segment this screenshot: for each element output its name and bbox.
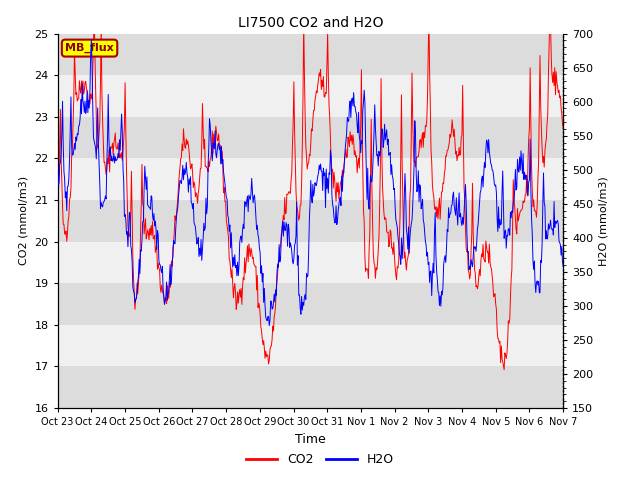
- Bar: [58, 325, 563, 366]
- Y-axis label: H2O (mmol/m3): H2O (mmol/m3): [599, 176, 609, 265]
- Bar: [58, 75, 563, 117]
- Title: LI7500 CO2 and H2O: LI7500 CO2 and H2O: [237, 16, 383, 30]
- X-axis label: Time: Time: [295, 432, 326, 445]
- Bar: [58, 158, 563, 200]
- Y-axis label: CO2 (mmol/m3): CO2 (mmol/m3): [19, 176, 29, 265]
- Text: MB_flux: MB_flux: [65, 43, 114, 53]
- Legend: CO2, H2O: CO2, H2O: [241, 448, 399, 471]
- Bar: [58, 241, 563, 283]
